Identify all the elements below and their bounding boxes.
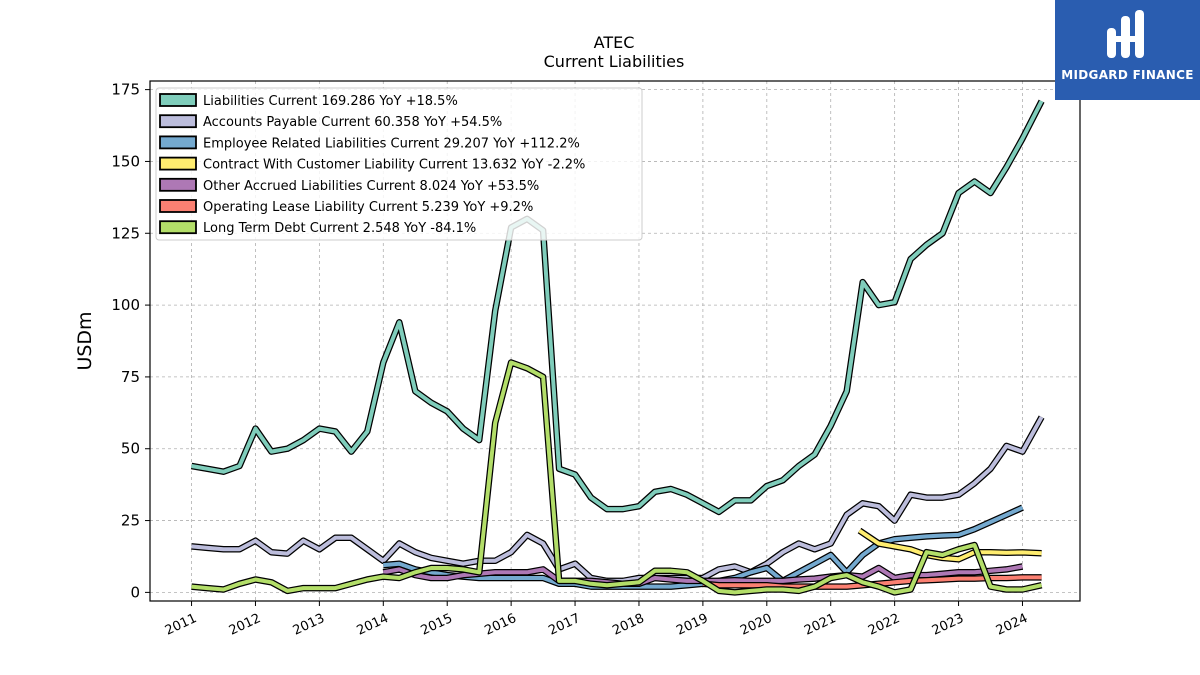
x-tick-label: 2024 bbox=[994, 611, 1030, 639]
y-tick-label: 75 bbox=[121, 368, 140, 386]
logo-mark-icon bbox=[1107, 10, 1144, 58]
legend-entry: Liabilities Current 169.286 YoY +18.5% bbox=[203, 94, 458, 109]
legend-swatch bbox=[159, 177, 197, 192]
y-tick-label: 25 bbox=[121, 512, 140, 530]
midgard-finance-logo: MIDGARD FINANCE bbox=[1055, 0, 1200, 100]
x-tick-label: 2012 bbox=[227, 611, 263, 639]
x-tick-label: 2018 bbox=[610, 611, 646, 639]
legend-swatch bbox=[159, 135, 197, 150]
legend-box bbox=[155, 87, 643, 241]
chart-subtitle: Current Liabilities bbox=[544, 52, 685, 71]
logo-text: MIDGARD FINANCE bbox=[1061, 68, 1194, 82]
y-tick-label: 150 bbox=[111, 152, 140, 170]
y-tick-label: 100 bbox=[111, 296, 140, 314]
series-line bbox=[190, 99, 1045, 516]
x-tick-label: 2021 bbox=[802, 611, 838, 639]
series-line-fill bbox=[191, 360, 1043, 595]
y-tick-label: 175 bbox=[111, 81, 140, 99]
x-tick-label: 2017 bbox=[546, 611, 582, 639]
y-axis: 0 25 50 75 100 125 150 175 bbox=[111, 81, 150, 601]
legend-swatch bbox=[159, 93, 197, 107]
plot-area bbox=[149, 80, 1081, 602]
series-line bbox=[191, 359, 1043, 596]
x-tick-label: 2011 bbox=[163, 611, 199, 639]
series-line-fill bbox=[191, 100, 1044, 514]
y-tick-label: 50 bbox=[121, 440, 140, 458]
legend-entry: Contract With Customer Liability Current… bbox=[203, 158, 585, 173]
legend-swatch bbox=[159, 156, 197, 171]
y-tick-label: 0 bbox=[130, 583, 140, 601]
x-tick-label: 2020 bbox=[738, 611, 774, 639]
legend-entry: Employee Related Liabilities Current 29.… bbox=[203, 136, 580, 151]
series-line-fill bbox=[858, 528, 1042, 562]
y-axis-title: USDm bbox=[74, 311, 96, 370]
series-line bbox=[857, 527, 1042, 563]
x-tick-label: 2013 bbox=[291, 611, 327, 639]
legend-entry: Accounts Payable Current 60.358 YoY +54.… bbox=[203, 115, 502, 130]
legend-entry: Other Accrued Liabilities Current 8.024 … bbox=[203, 179, 539, 194]
legend-swatch bbox=[159, 199, 197, 213]
x-tick-label: 2016 bbox=[482, 611, 518, 639]
x-tick-label: 2023 bbox=[930, 611, 966, 639]
series-lines bbox=[190, 99, 1045, 596]
x-axis: 2011 2012 2013 2014 2015 2016 2017 2018 2019 2020… bbox=[163, 601, 1030, 639]
x-tick-label: 2014 bbox=[355, 611, 391, 639]
legend-swatch bbox=[159, 114, 197, 129]
chart-title: ATEC bbox=[594, 33, 635, 52]
legend-entry: Long Term Debt Current 2.548 YoY -84.1% bbox=[203, 221, 476, 236]
x-tick-label: 2019 bbox=[674, 611, 710, 639]
y-tick-label: 125 bbox=[111, 224, 140, 242]
x-tick-label: 2015 bbox=[419, 611, 455, 639]
x-tick-label: 2022 bbox=[866, 611, 902, 639]
legend: Liabilities Current 169.286 YoY +18.5% Ac… bbox=[155, 87, 643, 241]
legend-swatch bbox=[159, 220, 197, 235]
legend-entry: Operating Lease Liability Current 5.239 … bbox=[203, 200, 533, 215]
